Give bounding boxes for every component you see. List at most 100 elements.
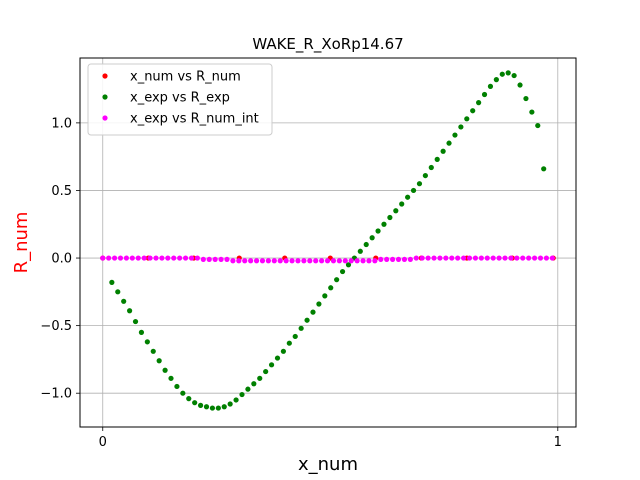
series-2-point (458, 124, 464, 130)
series-3-point (461, 255, 467, 261)
series-2-point (470, 108, 476, 114)
series-2-point (138, 329, 145, 335)
series-3-point (537, 255, 544, 261)
series-3-point (496, 255, 502, 261)
series-2-point (422, 172, 428, 179)
series-2-point (251, 381, 257, 387)
series-2-point (298, 325, 304, 331)
series-3-point (484, 255, 490, 261)
series-2-point (150, 348, 156, 354)
axis-ticks: 0 1 −1.0 −0.5 0.0 0.5 1.0 (40, 116, 562, 450)
series-3-point (413, 255, 419, 261)
series-3-point (206, 256, 212, 262)
series-3-point (401, 256, 408, 262)
series-2-point (144, 339, 150, 345)
series-3-point (395, 256, 402, 262)
series-3-point (490, 255, 496, 261)
series-3-point (153, 255, 159, 261)
legend-label: x_num vs R_num (130, 70, 241, 85)
x-axis-label: x_num (298, 454, 358, 475)
series-2-point (541, 166, 547, 172)
y-tick-label: −0.5 (40, 319, 72, 334)
series-2-point (245, 386, 251, 392)
series-3-point (295, 258, 301, 264)
series-3-point (419, 255, 425, 261)
series-3-point (253, 258, 260, 264)
series-2-point (192, 400, 198, 406)
series-2-point (529, 109, 535, 115)
series-3-point (390, 256, 396, 262)
series-3-point (277, 258, 283, 264)
series-2-point (334, 277, 340, 283)
series-3-point (502, 255, 508, 261)
series-3-point (224, 256, 230, 262)
series-2-point (375, 228, 381, 234)
series-3-point (259, 258, 266, 264)
series-3-point (543, 255, 550, 261)
series-3-point (212, 256, 218, 262)
series-3-point (508, 255, 514, 261)
series-2-point (127, 308, 133, 314)
series-3-point (348, 258, 354, 264)
series-3-point (129, 255, 135, 261)
series-2-point (345, 262, 352, 268)
series-3-point (242, 258, 248, 264)
y-tick-label: 0.5 (51, 184, 72, 199)
legend: x_num vs R_num x_exp vs R_exp x_exp vs R_n… (87, 63, 273, 136)
series-2-point (162, 367, 168, 373)
series-3-point (443, 255, 449, 261)
series-3-point (313, 258, 319, 264)
series-2-point (292, 333, 298, 340)
series-3-point (265, 258, 271, 264)
series-2-point (263, 368, 269, 375)
series-3-point (354, 258, 360, 264)
series-3-point (407, 256, 413, 262)
series-3-point (455, 255, 461, 261)
series-3-point (271, 258, 277, 264)
series-2-point (499, 71, 505, 77)
series-2-point (393, 208, 399, 214)
legend-box (87, 63, 273, 136)
series-2-point (452, 132, 458, 138)
series-3-point (425, 255, 431, 261)
series-3-point (177, 255, 183, 261)
series-2-point (446, 140, 452, 146)
series-3-point (289, 258, 295, 264)
series-2-point (357, 248, 363, 254)
y-tick-label: 1.0 (51, 116, 72, 131)
series-3-point (466, 255, 473, 261)
series-3-point (431, 255, 437, 261)
series-3-point (342, 258, 348, 264)
series-2-point (416, 181, 423, 187)
series-3-point (336, 258, 342, 264)
series-3-point (526, 255, 532, 261)
series-2-point (405, 194, 411, 200)
series-3-point (117, 255, 124, 261)
series-3-point (182, 255, 189, 261)
series-2-point (168, 375, 174, 381)
series-3-point (472, 255, 479, 261)
legend-marker (102, 73, 108, 79)
series-3-point (330, 258, 337, 264)
series-2-point (369, 235, 375, 241)
series-3-point (324, 258, 331, 264)
series-2-point (257, 375, 263, 381)
series-3-point (123, 255, 130, 261)
series-2-point (339, 268, 346, 275)
series-2-point (310, 309, 316, 315)
legend-marker (102, 94, 108, 100)
series-2-point (316, 301, 322, 307)
series-3-point (372, 258, 378, 264)
series-2-point (286, 340, 292, 346)
series-3-point (283, 258, 289, 264)
series-2-point (221, 404, 227, 410)
series-2-point (197, 402, 204, 408)
series-2-point (274, 355, 281, 361)
series-3-point (141, 255, 147, 261)
series-2-point (227, 401, 233, 407)
y-axis-label: R_num (11, 212, 32, 274)
series-2-point (381, 221, 387, 227)
axes-frame (79, 57, 577, 428)
series-2-point (399, 201, 405, 207)
